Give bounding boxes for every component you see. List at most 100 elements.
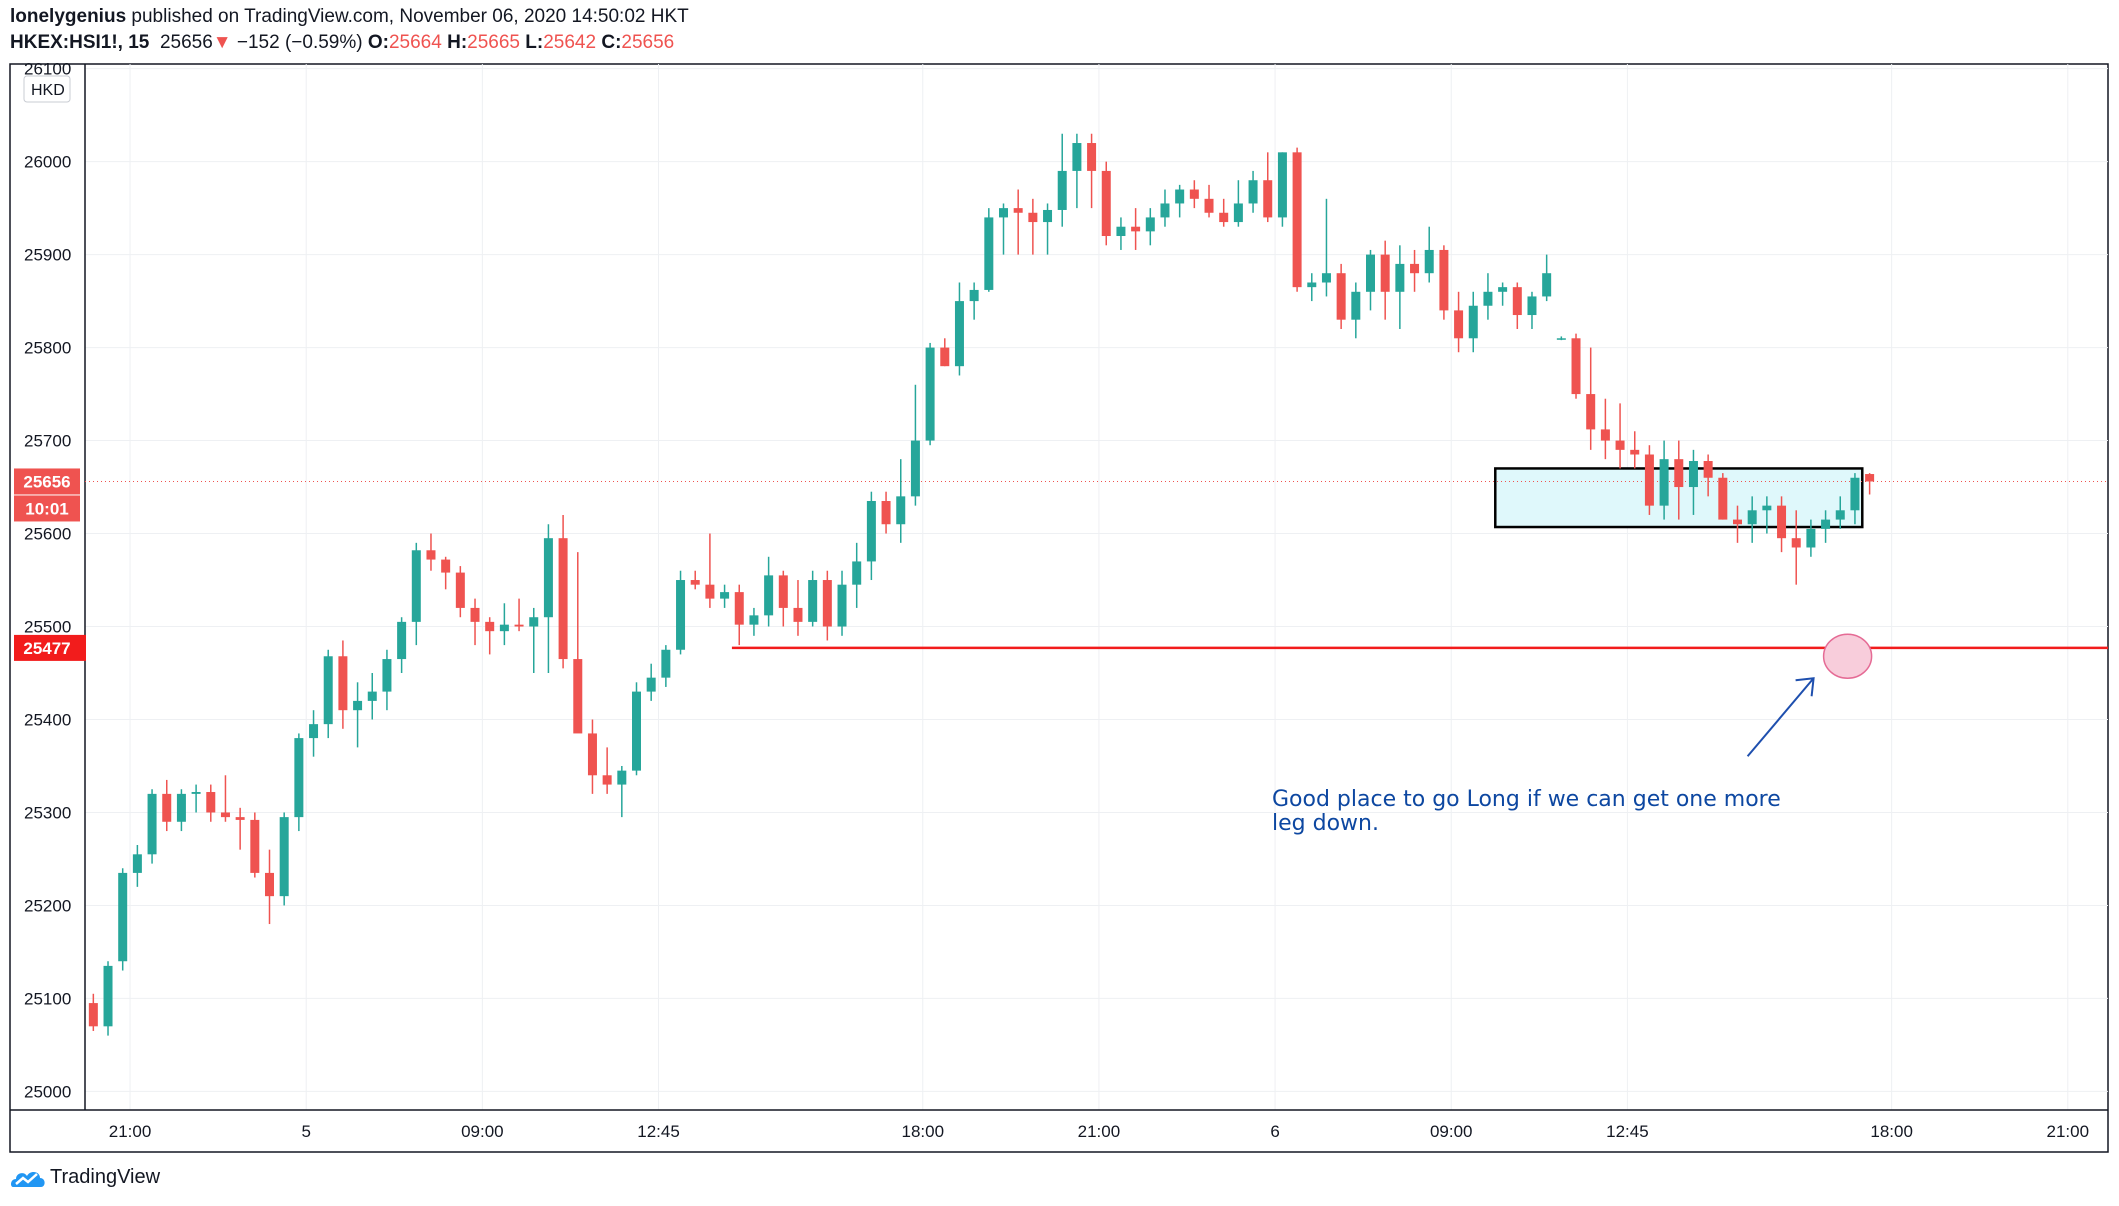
publish-info: lonelygenius published on TradingView.co… — [10, 6, 689, 28]
candle-down — [250, 819, 260, 873]
candle-up — [147, 793, 157, 855]
chart-frame — [9, 63, 2109, 1153]
y-tick-label: 25300 — [24, 803, 71, 822]
x-tick-label: 09:00 — [1430, 1122, 1473, 1141]
candle-up — [837, 584, 847, 627]
candle-up — [984, 217, 994, 290]
candle-up — [411, 550, 421, 622]
candle-down — [235, 817, 245, 820]
candle-up — [353, 700, 363, 711]
candle-down — [1630, 449, 1640, 455]
candle-up — [910, 440, 920, 497]
candle-up — [969, 289, 979, 302]
candle-up — [1821, 519, 1831, 529]
x-tick-label: 18:00 — [901, 1122, 944, 1141]
candle-down — [1336, 273, 1346, 320]
candle-down — [881, 500, 891, 525]
candle-up — [646, 677, 656, 692]
candle-down — [690, 580, 700, 585]
candle-up — [1688, 461, 1698, 488]
candle-down — [1512, 287, 1522, 316]
candle-up — [1351, 291, 1361, 320]
candle-down — [778, 575, 788, 608]
x-tick-label: 09:00 — [461, 1122, 504, 1141]
candlestick-chart[interactable]: 25000 25100 25200 25300 25400 25500 25600 25700… — [0, 0, 2119, 1160]
candle-up — [749, 615, 759, 625]
candle-up — [118, 872, 128, 962]
candle-up — [382, 659, 392, 692]
candle-down — [1586, 394, 1596, 430]
candle-down — [265, 872, 274, 897]
candle-up — [499, 624, 509, 632]
candle-down — [88, 1003, 98, 1027]
candle-down — [485, 621, 495, 632]
candle-down — [1644, 454, 1654, 506]
candle-up — [176, 793, 186, 822]
x-tick-label: 21:00 — [109, 1122, 152, 1141]
candle-up — [1747, 510, 1757, 525]
annotation-note: Good place to go Long if we can get one … — [1272, 788, 1832, 836]
candle-down — [1380, 254, 1390, 292]
symbol-info: HKEX:HSI1!, 15 25656▼ −152 (−0.59%) O:25… — [10, 32, 674, 54]
candle-down — [822, 580, 832, 627]
y-tick-label: 25500 — [24, 618, 71, 637]
candle-up — [309, 724, 319, 739]
candle-up — [1116, 226, 1126, 237]
y-tick-label: 25200 — [24, 896, 71, 915]
candle-up — [676, 580, 686, 650]
candle-up — [1806, 528, 1816, 548]
countdown-text: 10:01 — [25, 499, 68, 518]
candle-up — [279, 817, 289, 897]
candle-up — [1233, 203, 1243, 223]
y-tick-label: 25700 — [24, 432, 71, 451]
candle-up — [323, 656, 333, 725]
candle-up — [1307, 282, 1317, 288]
target-ellipse — [1822, 633, 1873, 680]
candle-down — [1410, 263, 1420, 274]
low-label: L: — [525, 32, 544, 53]
candle-up — [1527, 296, 1537, 316]
candle-down — [1674, 459, 1684, 488]
author-name[interactable]: lonelygenius — [10, 6, 127, 27]
candle-up — [866, 500, 876, 562]
candle-up — [852, 561, 862, 585]
candle-down — [1087, 143, 1097, 171]
candle-up — [1160, 203, 1170, 218]
low-value: 25642 — [543, 32, 597, 53]
candle-down — [1013, 208, 1023, 213]
candle-up — [925, 347, 935, 441]
x-tick-label: 5 — [301, 1122, 310, 1141]
symbol-name: HKEX:HSI1!, 15 — [10, 32, 150, 53]
candle-up — [1175, 189, 1185, 204]
candle-up — [1366, 254, 1375, 292]
countdown-badge — [14, 495, 80, 522]
y-tick-label: 26100 — [24, 60, 71, 79]
y-tick-label: 26000 — [24, 153, 71, 172]
candle-up — [661, 649, 671, 678]
candle-up — [1468, 305, 1478, 339]
candle-up — [1659, 459, 1669, 506]
candle-down — [705, 584, 715, 599]
candle-down — [338, 656, 348, 711]
change-down-icon: ▼ — [212, 32, 232, 53]
candle-down — [1439, 249, 1449, 311]
candle-up — [1424, 249, 1434, 274]
candle-up — [999, 208, 1008, 218]
candle-down — [587, 733, 597, 776]
candle-up — [954, 301, 964, 367]
candle-up — [397, 621, 407, 660]
y-tick-label: 25800 — [24, 339, 71, 358]
candle-down — [220, 812, 230, 818]
candle-down — [793, 607, 803, 622]
tradingview-brand[interactable]: TradingView — [10, 1166, 160, 1189]
candle-up — [543, 538, 553, 618]
candle-down — [1263, 180, 1273, 218]
candle-up — [1850, 477, 1860, 511]
candle-down — [1292, 152, 1302, 288]
candle-down — [1028, 212, 1038, 223]
x-tick-label: 21:00 — [2047, 1122, 2090, 1141]
candle-down — [1454, 310, 1464, 339]
open-label: O: — [367, 32, 389, 53]
y-tick-label: 25400 — [24, 710, 71, 729]
candle-down — [455, 572, 465, 608]
